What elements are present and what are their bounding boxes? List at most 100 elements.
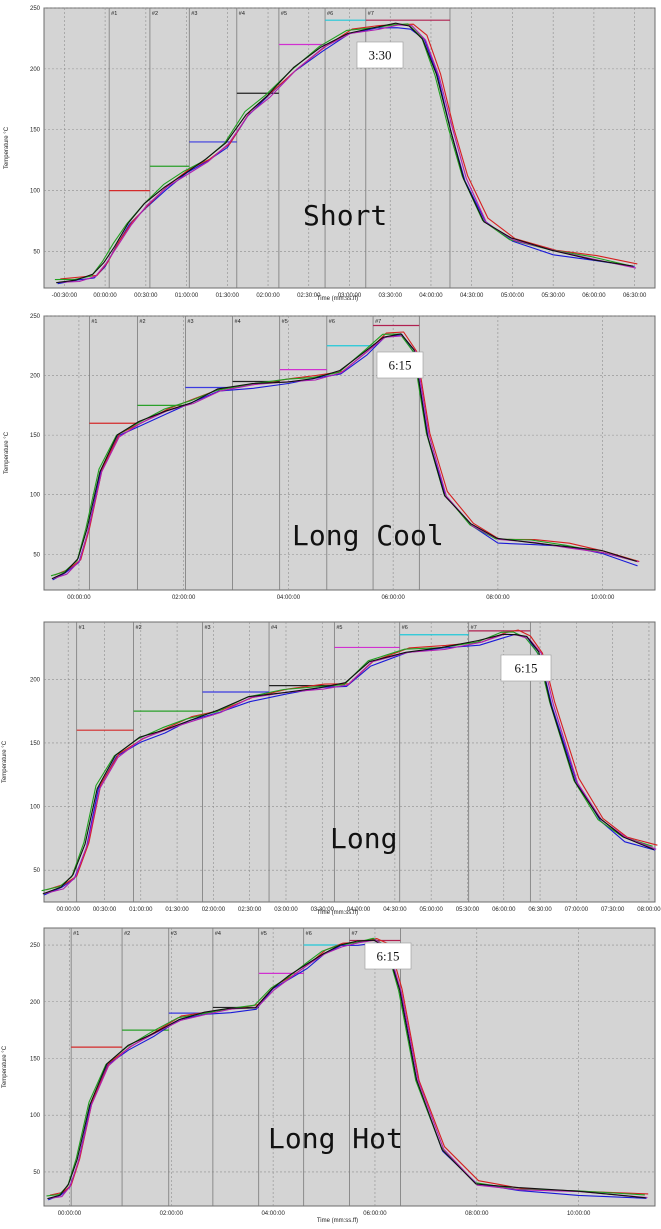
chart-panel-1: 50 100 150 200 250 -00:30:00 00:00:00 00:30:00 0…	[4, 6, 656, 302]
x-tick-label: 04:30:00	[460, 293, 484, 299]
zone-label: #4	[271, 625, 277, 631]
y-tick-label: 150	[30, 433, 41, 439]
x-tick-label: 02:00:00	[160, 1211, 184, 1217]
x-tick-label: 01:30:00	[216, 293, 240, 299]
plot-area	[43, 621, 656, 903]
temperature-trace	[45, 633, 657, 895]
x-tick-label: 02:30:00	[238, 907, 262, 913]
temperature-trace	[41, 631, 653, 892]
temperature-trace	[56, 22, 634, 284]
zone-label: #1	[73, 931, 79, 937]
y-axis-label: Temperature °C	[2, 740, 8, 783]
x-tick-label: 08:00:00	[465, 1211, 489, 1217]
zone-label: #1	[111, 11, 117, 17]
y-tick-label: 150	[30, 741, 41, 747]
peak-callout-box	[356, 41, 404, 69]
peak-callout-box	[376, 351, 424, 379]
y-tick-label: 50	[33, 249, 40, 255]
y-tick-label: 250	[30, 6, 41, 12]
zone-label: #4	[235, 319, 241, 325]
zone-label: #2	[152, 11, 158, 17]
profile-name-label: Short	[303, 199, 387, 232]
x-tick-label: 10:00:00	[567, 1211, 591, 1217]
profile-name-label: Long Hot	[268, 1122, 403, 1155]
x-axis-label: Time (mm:ss.ff)	[317, 1218, 358, 1224]
y-tick-label: 100	[30, 493, 41, 499]
x-axis-label: Time (mm:ss.ff)	[317, 296, 358, 302]
zone-label: #3	[171, 931, 177, 937]
temperature-trace	[51, 333, 637, 580]
zone-label: #6	[327, 11, 333, 17]
x-tick-label: 06:00:00	[363, 1211, 387, 1217]
peak-callout-box	[364, 942, 412, 970]
y-tick-label: 200	[30, 1000, 41, 1006]
x-tick-label: 01:00:00	[129, 907, 153, 913]
x-tick-label: 05:30:00	[541, 293, 565, 299]
zone-label: #7	[375, 319, 381, 325]
x-tick-label: 00:30:00	[93, 907, 117, 913]
x-tick-label: 04:00:00	[261, 1211, 285, 1217]
x-axis-label: Time (mm:ss.ff)	[317, 910, 358, 916]
x-tick-label: 01:00:00	[175, 293, 199, 299]
peak-time-label: 6:15	[376, 949, 399, 964]
zone-label: #5	[281, 11, 287, 17]
y-tick-label: 150	[30, 1056, 41, 1062]
x-tick-label: 06:30:00	[528, 907, 552, 913]
zone-label: #5	[336, 625, 342, 631]
y-tick-label: 50	[33, 868, 40, 874]
chart-panel-2: 50 100 150 200 250 00:00:00 02:00:00 04:00:00 06…	[4, 314, 656, 601]
zone-label: #3	[187, 319, 193, 325]
x-tick-label: 05:30:00	[456, 907, 480, 913]
zone-label: #5	[261, 931, 267, 937]
x-tick-label: 00:00:00	[57, 907, 81, 913]
profile-name-label: Long	[330, 822, 397, 855]
x-tick-label: 04:00:00	[347, 907, 371, 913]
chart-panel-3: 50 100 150 200 00:00:00 00:30:00 01:00:00 01:30…	[2, 621, 661, 916]
plot-area	[43, 315, 656, 591]
zone-label: #2	[124, 931, 130, 937]
x-tick-label: 04:30:00	[383, 907, 407, 913]
x-tick-label: 02:00:00	[172, 595, 196, 601]
y-tick-label: 50	[33, 1170, 40, 1176]
x-tick-label: 00:00:00	[58, 1211, 82, 1217]
x-tick-label: 02:00:00	[202, 907, 226, 913]
profile-name-label: Long Cool	[292, 519, 444, 552]
zone-label: #3	[191, 11, 197, 17]
x-tick-label: 05:00:00	[501, 293, 525, 299]
temperature-trace	[42, 633, 655, 895]
y-tick-label: 100	[30, 1113, 41, 1119]
zone-label: #6	[306, 931, 312, 937]
zone-label: #4	[239, 11, 245, 17]
peak-time-label: 3:30	[368, 48, 391, 63]
x-tick-label: 07:00:00	[565, 907, 589, 913]
y-tick-label: 250	[30, 943, 41, 949]
temperature-trace	[47, 939, 646, 1200]
zone-label: #7	[368, 11, 374, 17]
y-axis-label: Temperature °C	[2, 1045, 8, 1088]
y-tick-label: 100	[30, 805, 41, 811]
x-tick-label: 02:00:00	[256, 293, 280, 299]
zone-label: #6	[329, 319, 335, 325]
peak-callout-box	[500, 654, 552, 682]
x-tick-label: 04:00:00	[419, 293, 443, 299]
zone-label: #6	[402, 625, 408, 631]
x-tick-label: 06:00:00	[492, 907, 516, 913]
x-tick-label: 04:00:00	[277, 595, 301, 601]
x-tick-label: 03:00:00	[338, 293, 362, 299]
x-tick-label: 08:00:00	[637, 907, 661, 913]
x-tick-label: 06:00:00	[582, 293, 606, 299]
zone-label: #5	[282, 319, 288, 325]
x-tick-label: 03:30:00	[379, 293, 403, 299]
y-axis-label: Temperature °C	[4, 126, 10, 169]
chart-panel-4: 50 100 150 200 250 00:00:00 02:00:00 04:00:00 06…	[2, 927, 656, 1224]
y-tick-label: 50	[33, 552, 40, 558]
zone-label: #1	[91, 319, 97, 325]
y-tick-label: 250	[30, 314, 41, 320]
y-tick-label: 200	[30, 677, 41, 683]
zone-label: #3	[204, 625, 210, 631]
zone-label: #2	[136, 625, 142, 631]
zone-label: #4	[215, 931, 221, 937]
zone-label: #1	[79, 625, 85, 631]
y-tick-label: 200	[30, 374, 41, 380]
x-tick-label: 03:30:00	[311, 907, 335, 913]
